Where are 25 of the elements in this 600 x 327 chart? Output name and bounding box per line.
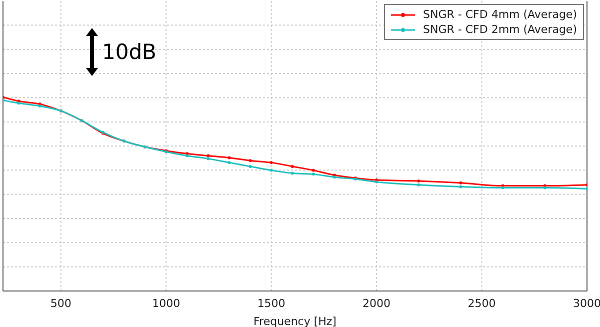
x-tick-label: 2500 (468, 296, 496, 310)
x-tick-label: 2000 (362, 296, 391, 310)
legend-label: SNGR - CFD 2mm (Average) (423, 22, 577, 37)
x-tick-label: 1000 (152, 296, 180, 310)
x-tick-label: 1500 (257, 296, 286, 310)
point (290, 164, 294, 168)
x-tick-label: 500 (50, 296, 72, 310)
point (459, 181, 462, 184)
point (417, 183, 420, 186)
point (248, 164, 252, 168)
point (206, 154, 210, 158)
point (459, 185, 462, 188)
point (206, 157, 210, 160)
point (270, 161, 273, 164)
legend-label: SNGR - CFD 4mm (Average) (423, 7, 577, 22)
point (312, 172, 315, 176)
text: 10dB (102, 40, 156, 64)
point (248, 159, 252, 162)
point (270, 168, 273, 172)
point (228, 156, 231, 160)
x-axis-title: Frequency [Hz] (254, 315, 336, 327)
point (290, 172, 294, 175)
point (228, 161, 231, 164)
x-tick-label: 3000 (573, 296, 600, 310)
point (312, 168, 315, 172)
